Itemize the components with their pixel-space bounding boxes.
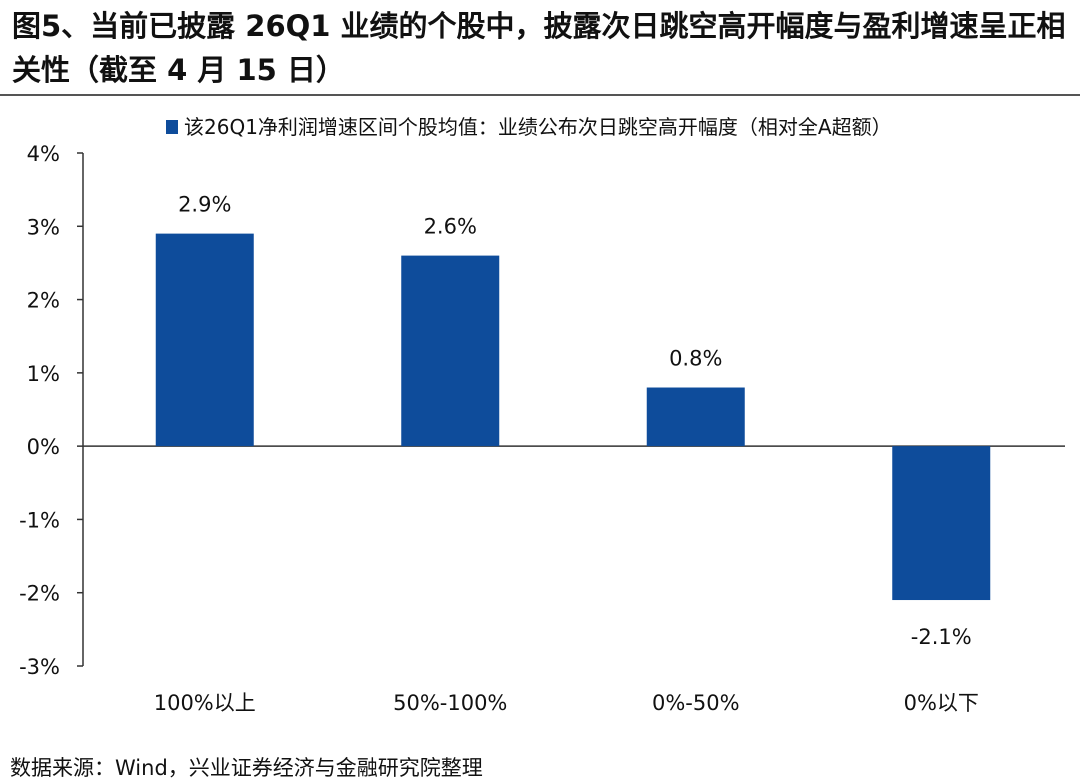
x-tick-label: 50%-100% [393, 691, 507, 715]
y-tick-label: 1% [27, 362, 60, 386]
bar [646, 387, 745, 447]
data-label: 0.8% [669, 347, 722, 371]
y-tick-label: 2% [27, 289, 60, 313]
chart-title: 图5、当前已披露 26Q1 业绩的个股中，披露次日跳空高开幅度与盈利增速呈正相关… [12, 9, 1066, 87]
bar [892, 446, 991, 601]
bar [401, 255, 500, 447]
x-tick-label: 100%以上 [154, 691, 256, 715]
data-label: -2.1% [911, 625, 972, 649]
x-tick-label: 0%-50% [652, 691, 740, 715]
y-tick-label: 3% [27, 215, 60, 239]
y-tick-label: 0% [27, 435, 60, 459]
y-tick-label: -3% [19, 655, 60, 679]
y-tick-label: -2% [19, 582, 60, 606]
data-label: 2.9% [178, 193, 231, 217]
y-tick-label: -1% [19, 508, 60, 532]
y-tick-label: 4% [27, 142, 60, 166]
bar [155, 233, 254, 447]
source-note: 数据来源：Wind，兴业证券经济与金融研究院整理 [10, 756, 483, 780]
x-tick-label: 0%以下 [904, 691, 979, 715]
legend-swatch [166, 120, 178, 134]
data-label: 2.6% [424, 215, 477, 239]
title-divider [0, 94, 1080, 96]
legend-label: 该26Q1净利润增速区间个股均值：业绩公布次日跳空高开幅度（相对全A超额） [184, 115, 892, 139]
